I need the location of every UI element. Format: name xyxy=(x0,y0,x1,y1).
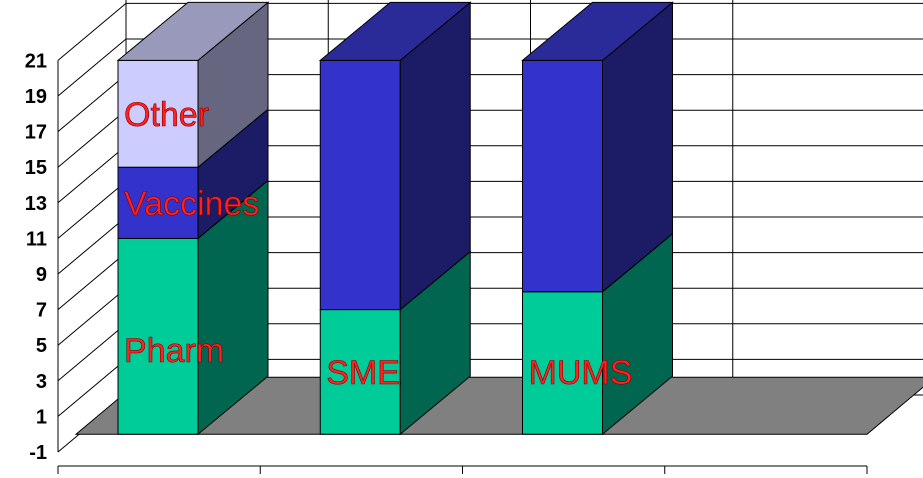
y-tick-label: 21 xyxy=(25,50,47,72)
bar-segment-upper xyxy=(117,1,269,169)
gridline-side xyxy=(57,38,127,97)
gridline-side xyxy=(57,216,127,275)
bar-top xyxy=(116,1,270,61)
gridline-side xyxy=(57,109,127,168)
y-tick-label: 3 xyxy=(36,371,47,393)
y-tick-label: 9 xyxy=(36,264,47,286)
bar-segment-middle xyxy=(522,1,673,293)
gridline-side xyxy=(57,252,127,310)
y-tick-label: 13 xyxy=(25,193,47,215)
segment-label: Pharm xyxy=(124,332,224,370)
gridline-side xyxy=(57,3,127,61)
bar-segment-lower xyxy=(319,250,471,436)
bar-segment-middle xyxy=(117,108,269,240)
segment-label: Other xyxy=(124,96,209,134)
gridline-side xyxy=(57,181,127,239)
bar-segment-middle xyxy=(319,1,471,311)
y-tick-label: -1 xyxy=(29,442,47,464)
y-tick-label: 5 xyxy=(36,335,47,357)
bar-front-middle xyxy=(522,59,603,293)
gridline-side xyxy=(57,359,127,417)
segment-label: MUMS xyxy=(529,354,633,392)
bar-segment-lower xyxy=(522,232,673,436)
segment-labels: Other Vaccines Pharm SME MUMS xyxy=(124,96,633,393)
bar-front-lower xyxy=(117,237,199,435)
y-tick-label: 11 xyxy=(26,228,47,250)
segment-label: SME xyxy=(326,354,400,392)
bar-front-middle xyxy=(117,166,199,239)
bar-segment-lower xyxy=(117,179,269,436)
gridline-side xyxy=(57,323,127,382)
bar-front-lower xyxy=(522,291,603,435)
gridline-side xyxy=(57,74,127,132)
bar-front-middle xyxy=(319,59,401,311)
y-tick-label: 15 xyxy=(25,157,47,179)
y-tick-label: 7 xyxy=(36,300,47,322)
bar-top xyxy=(521,1,674,61)
bar-top xyxy=(318,1,472,61)
gridline-side xyxy=(57,287,127,346)
gridline-side xyxy=(57,145,127,204)
segment-label: Vaccines xyxy=(124,185,259,223)
bar-group xyxy=(116,1,674,436)
y-tick-label: 1 xyxy=(36,406,47,428)
y-tick-label: 17 xyxy=(25,122,47,144)
bar-front-upper xyxy=(117,59,199,168)
y-tick-label: 19 xyxy=(25,86,47,108)
bar-front-lower xyxy=(319,309,401,435)
